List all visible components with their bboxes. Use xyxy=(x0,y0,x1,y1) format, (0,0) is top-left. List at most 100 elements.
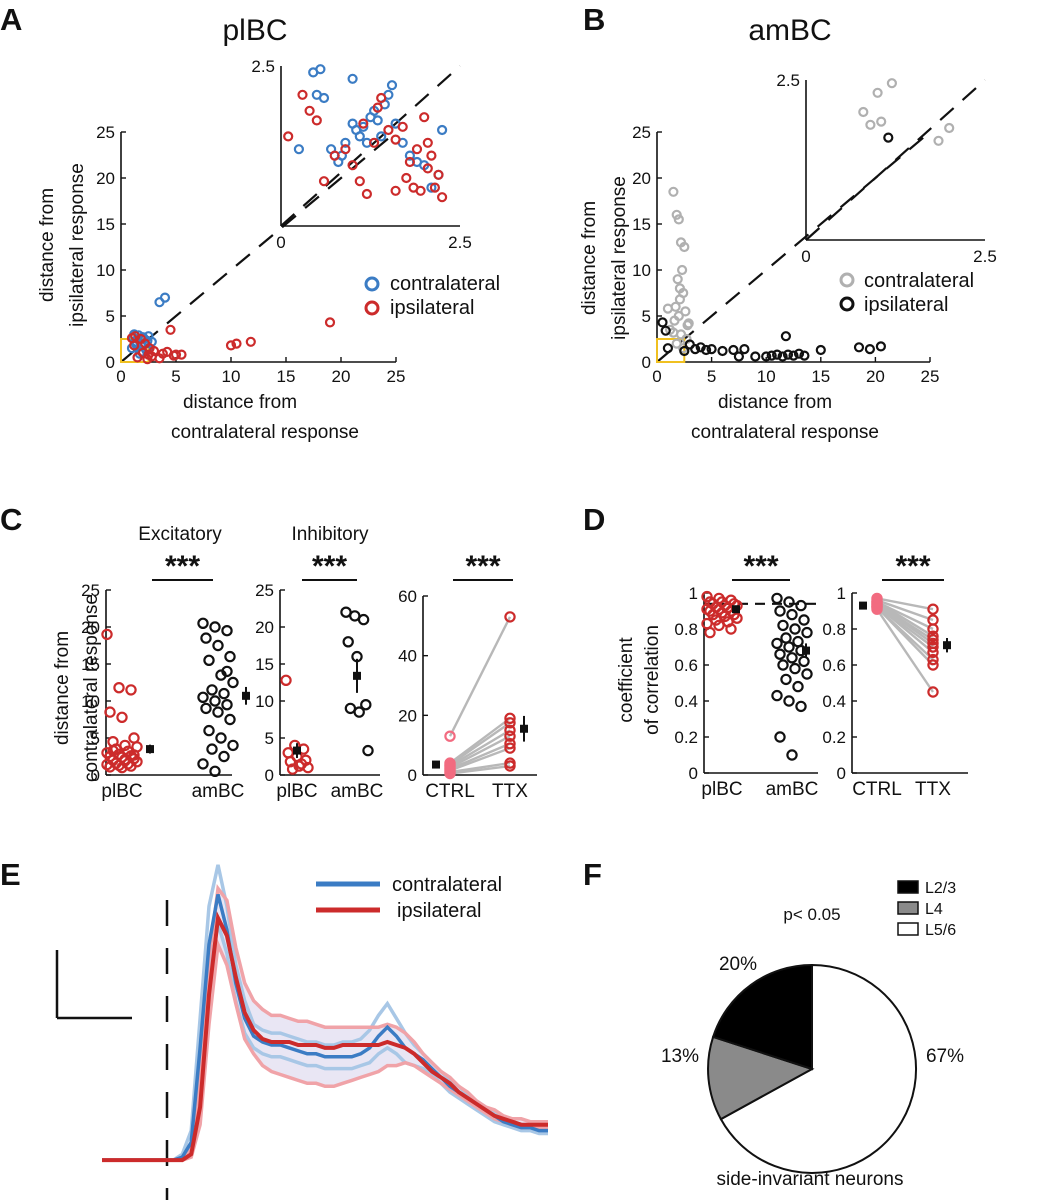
panel-a-inset-point-ipsi xyxy=(283,131,294,142)
panel-a-inset-point-ipsi xyxy=(361,188,372,200)
panel-c-exc-point-amBC xyxy=(206,743,218,755)
panel-d-ttx-xtick-label: TTX xyxy=(915,779,951,800)
panel-c-inh-ytick-label: 25 xyxy=(255,581,274,600)
panel-a-scatter: plBC distance from contralateral respons… xyxy=(37,14,500,443)
panel-c-exc-xtick-label: amBC xyxy=(192,781,245,802)
panel-d-ttx-point-ttx xyxy=(927,603,939,615)
panel-b-point-ipsi xyxy=(733,351,745,362)
panel-a-inset-point-contra xyxy=(426,182,437,193)
panel-c-ttx-ytick-label: 60 xyxy=(398,587,417,606)
panel-f-legend-l56-label: L5/6 xyxy=(925,922,956,939)
panel-b-xtick-label: 15 xyxy=(811,367,830,386)
panel-d-region-point-amBC xyxy=(792,635,804,648)
panel-d-ttx-pair-line xyxy=(876,608,934,693)
panel-b-point-contra xyxy=(668,186,679,197)
panel-d-ttx-point-ttx xyxy=(927,634,939,646)
panel-c-exc-point-plBC xyxy=(116,711,128,724)
panel-c-ttx-ytick-label: 40 xyxy=(398,647,417,666)
panel-a-inset-point-ipsi xyxy=(397,121,408,132)
panel-b-legend-ipsi-marker xyxy=(839,296,855,312)
panel-a-main-axes: 0 5 10 15 20 25 0 5 10 15 20 25 xyxy=(96,123,405,386)
panel-d-region-point-amBC xyxy=(777,619,789,632)
panel-c-inh-point-plBC xyxy=(286,763,299,775)
panel-a-inset-point-ipsi xyxy=(347,160,358,171)
panel-c-exc-point-amBC xyxy=(221,625,233,637)
panel-a-title: plBC xyxy=(222,14,287,47)
panel-c-exc-point-amBC xyxy=(221,699,233,711)
panel-d-region-mean-plBC xyxy=(732,605,740,614)
panel-c-inh-xtick-label: plBC xyxy=(276,781,317,802)
panel-a-inset-point-contra xyxy=(376,131,387,142)
panel-f-slice-label-l23: 20% xyxy=(719,954,757,975)
panel-d-ttx-xtick-label: CTRL xyxy=(852,779,902,800)
panel-b-identity-line xyxy=(656,131,931,363)
panel-b-ytick-label: 5 xyxy=(642,307,651,326)
panel-c-exc-ytick-label: 20 xyxy=(81,618,100,637)
panel-c-exc-point-amBC xyxy=(218,750,230,763)
panel-a-inset-point-contra xyxy=(340,137,351,148)
panel-d-ttx-point-ttx xyxy=(927,659,939,671)
panel-a-ytick-label: 25 xyxy=(96,123,115,142)
panel-c-exc-ytick-label: 10 xyxy=(81,692,100,711)
panel-b-inset-point-contra xyxy=(886,78,898,89)
panel-c-ylabel-2: contralateral response xyxy=(81,594,102,782)
panel-c-ttx-ytick-label: 20 xyxy=(398,706,417,725)
panel-c-exc-point-amBC xyxy=(218,687,230,700)
panel-b-ylabel-2: ipsilateral response xyxy=(609,176,630,340)
panel-b-ylabel-1: distance from xyxy=(579,201,600,315)
panel-a-point-ipsi xyxy=(165,324,176,335)
panel-d-ttx-point-ttx xyxy=(927,630,939,642)
panel-b-xtick-label: 10 xyxy=(757,367,776,386)
panel-b-point-contra xyxy=(672,274,683,285)
panel-a-inset-point-ipsi xyxy=(358,118,369,129)
panel-d-ttx-ytick-label: 0.2 xyxy=(822,728,846,747)
panel-b-inset-xtick-0: 0 xyxy=(801,247,810,266)
panel-label-d: D xyxy=(583,502,605,537)
panel-b-point-ipsi xyxy=(739,344,750,355)
panel-b-scatter: amBC distance from contralateral respons… xyxy=(579,14,997,443)
panel-c-exc-point-amBC xyxy=(203,654,215,667)
panel-e-legend-ipsi-label: ipsilateral xyxy=(397,900,481,922)
panel-c-exc-point-plBC xyxy=(104,706,116,718)
panel-a-inset-point-ipsi xyxy=(404,156,415,168)
panel-d-ttx-axes: 0 0.2 0.4 0.6 0.8 1 CTRL TTX *** xyxy=(822,550,968,800)
panel-a-ytick-label: 5 xyxy=(106,307,115,326)
panel-c-inhibitory-title: Inhibitory xyxy=(291,524,369,545)
panel-c-exc-point-plBC xyxy=(113,682,125,694)
panel-c-ttx-pair-line xyxy=(449,742,511,771)
panel-f-pie-chart xyxy=(707,963,917,1174)
panel-a-inset-axes: 0 2.5 2.5 xyxy=(251,57,471,252)
panel-b-xlabel-1: distance from xyxy=(718,392,832,413)
panel-e-ipsi-mean-trace xyxy=(102,911,548,1163)
panel-a-point-ipsi xyxy=(225,340,237,351)
panel-c-exc-sig-label: *** xyxy=(165,550,200,583)
panel-c-exc-point-amBC xyxy=(209,765,221,778)
panel-d-ttx-point-ttx xyxy=(927,623,939,635)
panel-d-region-point-amBC xyxy=(771,592,783,605)
panel-a-xlabel-1: distance from xyxy=(183,392,297,413)
panel-d-region-point-plBC xyxy=(704,626,716,639)
panel-c-inh-ytick-label: 20 xyxy=(255,618,274,637)
panel-b-point-ipsi xyxy=(706,344,717,355)
panel-c-exc-point-amBC xyxy=(209,621,221,633)
panel-c-ttx-pair-line xyxy=(449,764,511,775)
panel-d-region-point-amBC xyxy=(789,623,801,635)
panel-a-inset-point-ipsi xyxy=(422,163,433,174)
panel-c-exc-xtick-label: plBC xyxy=(101,781,142,802)
panel-a-inset-point-ipsi xyxy=(372,102,383,113)
panel-a-identity-line xyxy=(120,131,397,363)
panel-b-point-ipsi xyxy=(728,344,739,356)
panel-a-inset-ytick-max: 2.5 xyxy=(251,57,275,76)
panel-c-exc-point-amBC xyxy=(224,713,236,726)
panel-d-region-point-amBC xyxy=(786,749,798,761)
panel-d-region-point-amBC xyxy=(777,659,789,671)
panel-d-region-point-amBC xyxy=(795,700,807,713)
panel-f-slice-label-l4: 13% xyxy=(661,1046,699,1067)
panel-d-ttx-point-ttx xyxy=(927,646,939,659)
panel-b-point-ipsi xyxy=(815,344,826,356)
panel-d-ttx-pair-line xyxy=(876,606,934,666)
panel-e-ipsi-upper-trace xyxy=(102,884,548,1162)
panel-b-point-ipsi xyxy=(853,342,865,353)
panel-d-ttx-sig-label: *** xyxy=(895,550,930,583)
